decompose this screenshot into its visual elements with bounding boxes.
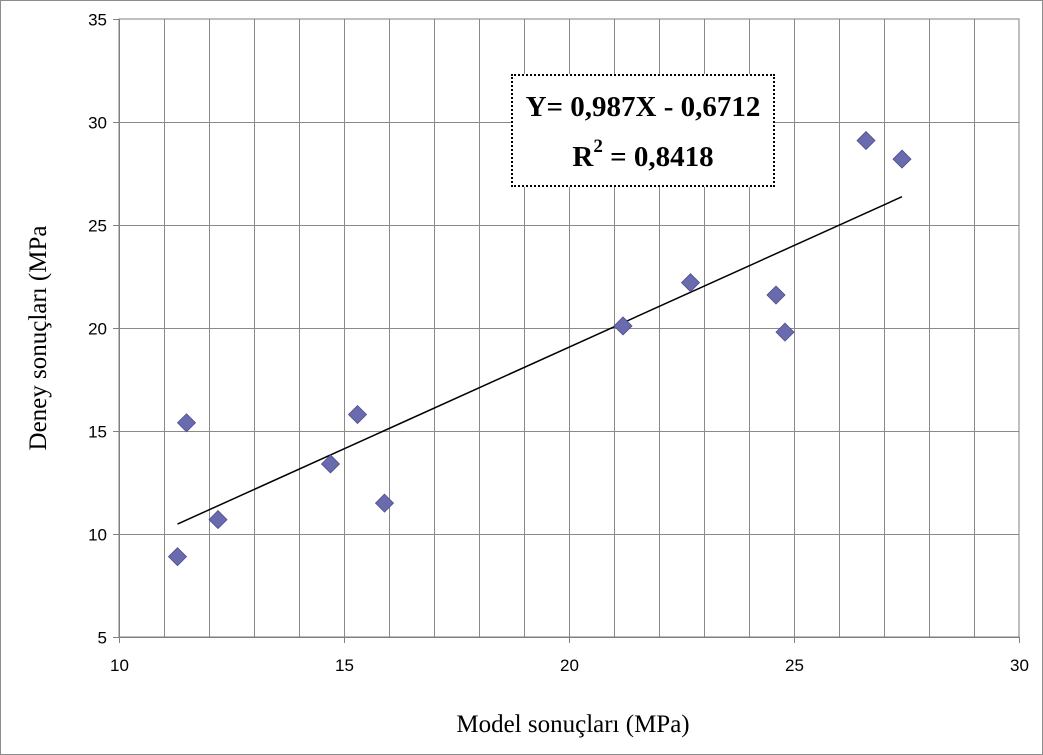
- r-squared-label: R2 = 0,8418: [513, 137, 773, 174]
- data-point: [856, 130, 876, 151]
- data-point: [892, 149, 912, 169]
- regression-annotation: Y= 0,987X - 0,6712 R2 = 0,8418: [511, 74, 775, 187]
- data-point: [320, 454, 341, 474]
- data-point: [167, 547, 188, 567]
- x-tick-label: 25: [785, 656, 804, 675]
- data-point: [775, 322, 795, 342]
- data-point: [680, 273, 701, 293]
- y-tick-label: 25: [88, 217, 107, 236]
- axes: [113, 19, 1020, 643]
- data-point: [613, 316, 633, 336]
- r-squared-value: = 0,8418: [602, 141, 714, 173]
- regression-equation: Y= 0,987X - 0,6712: [525, 91, 761, 123]
- data-point: [766, 285, 786, 305]
- y-tick-label: 5: [98, 629, 107, 648]
- y-tick-label: 10: [88, 526, 107, 545]
- y-tick-label: 35: [88, 11, 107, 30]
- y-tick-label: 30: [88, 114, 107, 133]
- x-tick-label: 30: [1010, 656, 1029, 675]
- data-point: [208, 510, 228, 530]
- x-tick-label: 10: [110, 656, 129, 675]
- data-point: [347, 404, 368, 425]
- y-axis-title: Deney sonuçları (MPa: [25, 226, 52, 451]
- data-point: [374, 493, 395, 513]
- y-tick-label: 15: [88, 423, 107, 442]
- r-squared-symbol: R: [572, 141, 594, 173]
- trendline-group: [177, 196, 903, 525]
- y-tick-label: 20: [88, 320, 107, 339]
- x-axis-title: Model sonuçları (MPa): [456, 711, 689, 738]
- x-tick-label: 15: [335, 656, 354, 675]
- x-tick-label: 20: [560, 656, 579, 675]
- trendline: [177, 196, 903, 525]
- r-squared-exponent: 2: [593, 136, 603, 157]
- data-points: [167, 130, 912, 567]
- data-point: [176, 413, 197, 433]
